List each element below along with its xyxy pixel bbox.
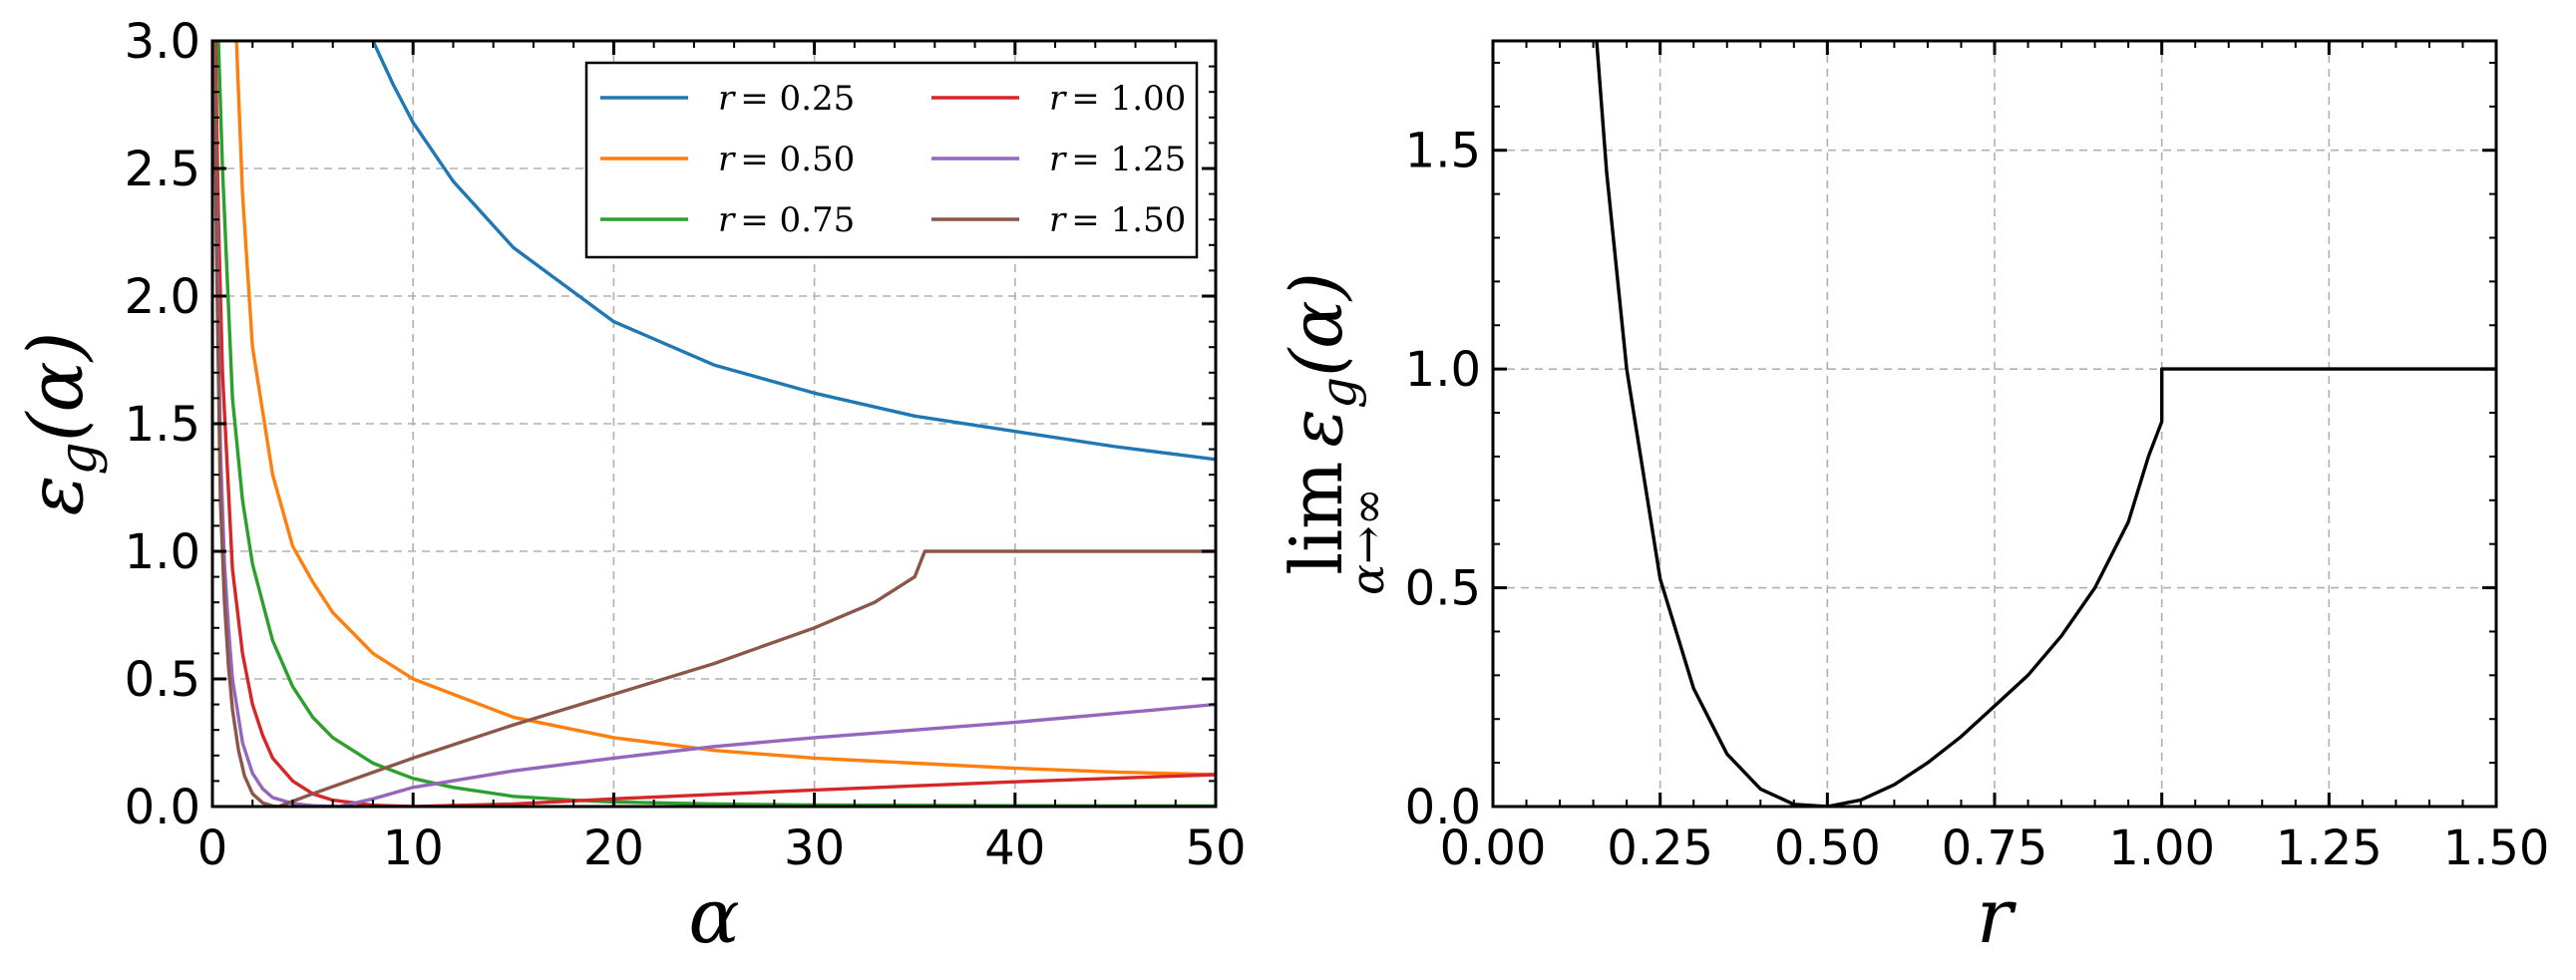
left-x-tick-label: 20 xyxy=(583,820,644,876)
right-y-tick-label: 0.0 xyxy=(1405,780,1481,835)
left-series-line-r150 xyxy=(212,41,1216,807)
legend-label-var: r xyxy=(1049,79,1067,119)
left-y-label-arg: (α) xyxy=(11,332,100,443)
right-y-label-arg: (α) xyxy=(1275,272,1358,377)
right-chart-x-axis-label: r xyxy=(1977,871,2018,960)
right-y-label-limit-subscript: α→∞ xyxy=(1340,488,1394,595)
left-chart-x-tick-labels: 0 10 20 30 40 50 xyxy=(197,820,1247,876)
legend-label: r = 1.50 xyxy=(1049,200,1186,240)
legend-label-var: r xyxy=(1049,200,1067,240)
left-chart-legend: r = 0.25r = 0.50r = 0.75r = 1.00r = 1.25r = 1.… xyxy=(584,61,1199,259)
left-chart-x-axis-label: α xyxy=(688,871,739,960)
right-chart-grid xyxy=(1493,41,2496,807)
legend-label-value: = 0.75 xyxy=(740,200,855,240)
right-x-tick-label: 0.25 xyxy=(1607,820,1713,876)
left-y-tick-label: 1.5 xyxy=(125,397,200,453)
right-x-tick-label: 0.75 xyxy=(1942,820,2048,876)
left-y-tick-label: 1.0 xyxy=(125,524,200,580)
right-y-label-lim: lim xyxy=(1275,462,1358,575)
right-chart-series-group xyxy=(1595,41,2496,807)
legend-label-value: = 1.25 xyxy=(1071,140,1186,179)
right-x-tick-label: 0.50 xyxy=(1774,820,1881,876)
legend-label: r = 0.50 xyxy=(718,140,855,179)
right-y-label-main: ε xyxy=(1275,409,1358,448)
right-y-label-sub: g xyxy=(1309,377,1367,409)
right-x-tick-label: 1.00 xyxy=(2108,820,2215,876)
left-series-line-r025 xyxy=(371,41,1216,462)
right-chart-ticks xyxy=(1491,41,2498,809)
legend-label: r = 0.25 xyxy=(718,79,855,119)
right-chart-y-tick-labels: 0.0 0.5 1.0 1.5 xyxy=(1405,124,1481,835)
left-x-tick-label: 30 xyxy=(784,820,845,876)
left-chart-panel: 0 10 20 30 40 50 0.0 0.5 1.0 1.5 2.0 2.5 3.0 α εg(α… xyxy=(11,14,1247,960)
left-series-line-r075 xyxy=(216,41,1216,807)
right-x-tick-label: 1.50 xyxy=(2443,820,2550,876)
left-x-tick-label: 10 xyxy=(383,820,444,876)
legend-label-var: r xyxy=(718,79,736,119)
legend-label: r = 0.75 xyxy=(718,200,855,240)
left-chart-y-axis-label: εg(α) xyxy=(11,332,109,516)
right-y-tick-label: 1.5 xyxy=(1405,124,1481,179)
left-y-tick-label: 2.5 xyxy=(125,142,200,197)
left-chart-series-group xyxy=(212,41,1216,807)
right-series-line-limit xyxy=(1595,41,2496,807)
right-x-tick-label: 0.00 xyxy=(1440,820,1547,876)
right-x-tick-label: 1.25 xyxy=(2276,820,2383,876)
left-y-label-main: ε xyxy=(11,476,100,516)
right-y-tick-label: 1.0 xyxy=(1405,342,1481,398)
right-y-label-main-line: lim εg(α) xyxy=(1275,272,1367,575)
right-chart-y-axis-label: lim εg(α) α→∞ xyxy=(1275,272,1394,595)
left-series-line-r100 xyxy=(213,41,1216,807)
legend-label-value: = 0.50 xyxy=(740,140,855,179)
left-x-tick-label: 40 xyxy=(984,820,1045,876)
legend-label-var: r xyxy=(718,200,736,240)
left-x-tick-label: 0 xyxy=(197,820,228,876)
legend-label-value: = 1.00 xyxy=(1071,79,1186,119)
legend-label: r = 1.25 xyxy=(1049,140,1186,179)
right-chart-x-tick-labels: 0.00 0.25 0.50 0.75 1.00 1.25 1.50 xyxy=(1440,820,2550,876)
left-chart-ticks xyxy=(210,39,1218,809)
legend-label-value: = 1.50 xyxy=(1071,200,1186,240)
left-y-tick-label: 0.0 xyxy=(125,780,200,835)
left-y-label-sub: g xyxy=(49,442,109,475)
right-y-tick-label: 0.5 xyxy=(1405,561,1481,617)
legend-label: r = 1.00 xyxy=(1049,79,1186,119)
left-series-line-r050 xyxy=(234,41,1216,777)
left-y-tick-label: 2.0 xyxy=(125,269,200,325)
left-y-tick-label: 0.5 xyxy=(125,652,200,708)
left-y-tick-label: 3.0 xyxy=(125,14,200,70)
legend-label-var: r xyxy=(1049,140,1067,179)
legend-label-value: = 0.25 xyxy=(740,79,855,119)
legend-label-var: r xyxy=(718,140,736,179)
right-chart-panel: 0.00 0.25 0.50 0.75 1.00 1.25 1.50 0.0 0.5 1.0 1.… xyxy=(1275,39,2550,960)
left-chart-y-tick-labels: 0.0 0.5 1.0 1.5 2.0 2.5 3.0 xyxy=(125,14,200,835)
left-x-tick-label: 50 xyxy=(1185,820,1246,876)
